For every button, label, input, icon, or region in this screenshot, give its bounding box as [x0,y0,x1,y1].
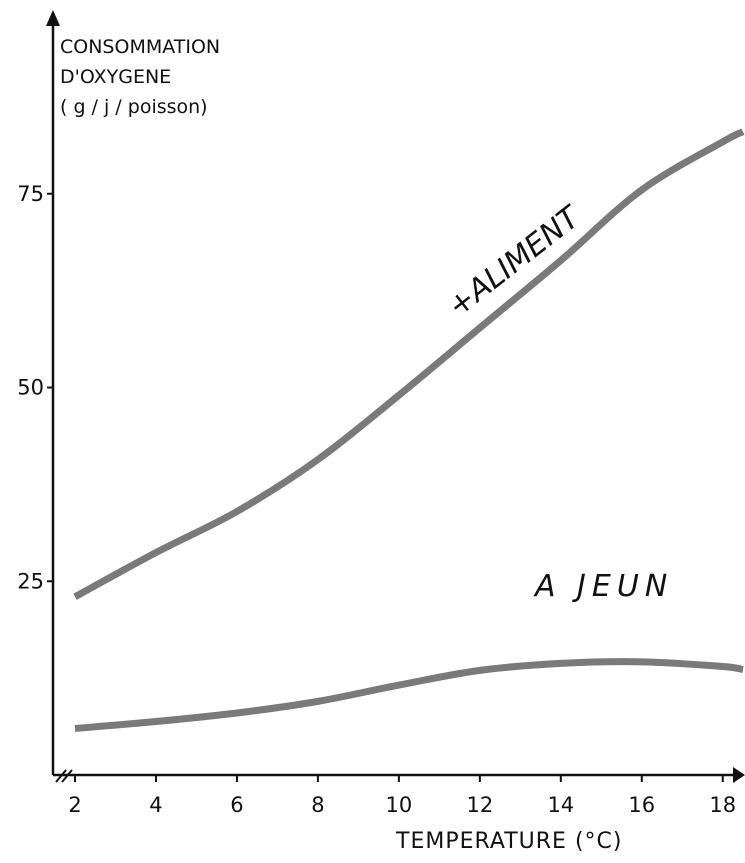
x-tick-label: 8 [311,793,324,817]
x-axis-arrowhead [733,767,745,783]
x-tick-label: 10 [386,793,413,817]
x-tick-label: 4 [149,793,162,817]
series-label-a-jeun: A JEUN [533,569,673,604]
y-ticks: 25 50 75 [17,182,53,593]
x-axis [53,767,745,783]
x-tick-label: 14 [547,793,574,817]
x-tick-label: 2 [68,793,81,817]
x-tick-label: 18 [709,793,736,817]
y-axis [46,10,73,783]
series-line-aliment [73,128,745,600]
x-ticks: 2 4 6 8 10 12 14 16 18 [68,775,736,817]
y-tick-label: 50 [17,376,44,400]
series-lines [73,128,745,732]
x-axis-label: TEMPERATURE (°C) [395,829,622,854]
x-tick-label: 16 [628,793,655,817]
y-tick-label: 75 [17,182,44,206]
y-axis-label-line-2: D'OXYGENE [60,66,171,88]
series-label-aliment: +ALIMENT [441,199,588,325]
series-line-a-jeun [74,658,744,732]
y-axis-label-line-1: CONSOMMATION [60,36,220,58]
y-axis-arrowhead [46,10,60,26]
y-axis-label-line-3: ( g / j / poisson) [60,96,208,118]
x-tick-label: 12 [466,793,493,817]
x-tick-label: 6 [230,793,243,817]
y-tick-label: 25 [17,569,44,593]
